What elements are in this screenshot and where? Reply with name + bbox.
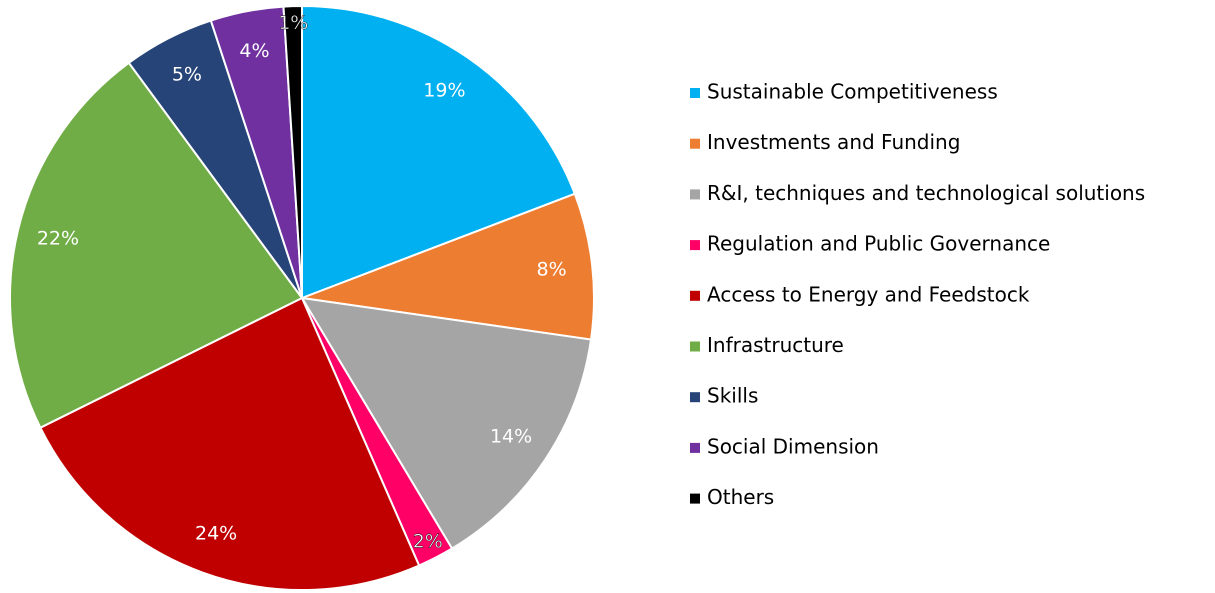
legend-label: Skills bbox=[707, 384, 758, 408]
legend-label: Access to Energy and Feedstock bbox=[707, 282, 1030, 306]
legend-label: Others bbox=[707, 485, 774, 509]
legend-swatch bbox=[690, 88, 700, 98]
legend-swatch bbox=[690, 341, 700, 352]
data-label: 24% bbox=[195, 522, 237, 544]
legend-label: Regulation and Public Governance bbox=[707, 232, 1050, 256]
pie-slice bbox=[39, 296, 421, 591]
pie-slice bbox=[298, 192, 595, 341]
legend-swatch bbox=[690, 442, 700, 453]
pie-slice bbox=[9, 61, 304, 430]
legend-label: Infrastructure bbox=[707, 333, 844, 357]
data-label: 14% bbox=[490, 426, 532, 448]
legend-swatch bbox=[690, 138, 700, 149]
legend-swatch bbox=[690, 392, 700, 403]
legend-label: Sustainable Competitiveness bbox=[707, 80, 998, 104]
data-label: 22% bbox=[37, 227, 79, 249]
pie-slice bbox=[282, 4, 303, 299]
legend-swatch bbox=[690, 290, 700, 301]
legend-label: R&I, techniques and technological soluti… bbox=[707, 181, 1145, 205]
data-label: 2% bbox=[413, 530, 443, 552]
data-label: 8% bbox=[536, 259, 566, 281]
data-label: 5% bbox=[172, 63, 202, 85]
legend-swatch bbox=[690, 240, 700, 251]
legend-label: Investments and Funding bbox=[707, 130, 960, 154]
legend-label: Social Dimension bbox=[707, 434, 879, 458]
pie-slice bbox=[300, 296, 593, 550]
data-label: 1% bbox=[278, 12, 308, 34]
legend-swatch bbox=[690, 493, 700, 504]
data-label: 19% bbox=[423, 80, 465, 102]
data-label: 4% bbox=[239, 40, 269, 62]
legend-swatch bbox=[690, 189, 700, 200]
pie-slice bbox=[301, 4, 577, 300]
